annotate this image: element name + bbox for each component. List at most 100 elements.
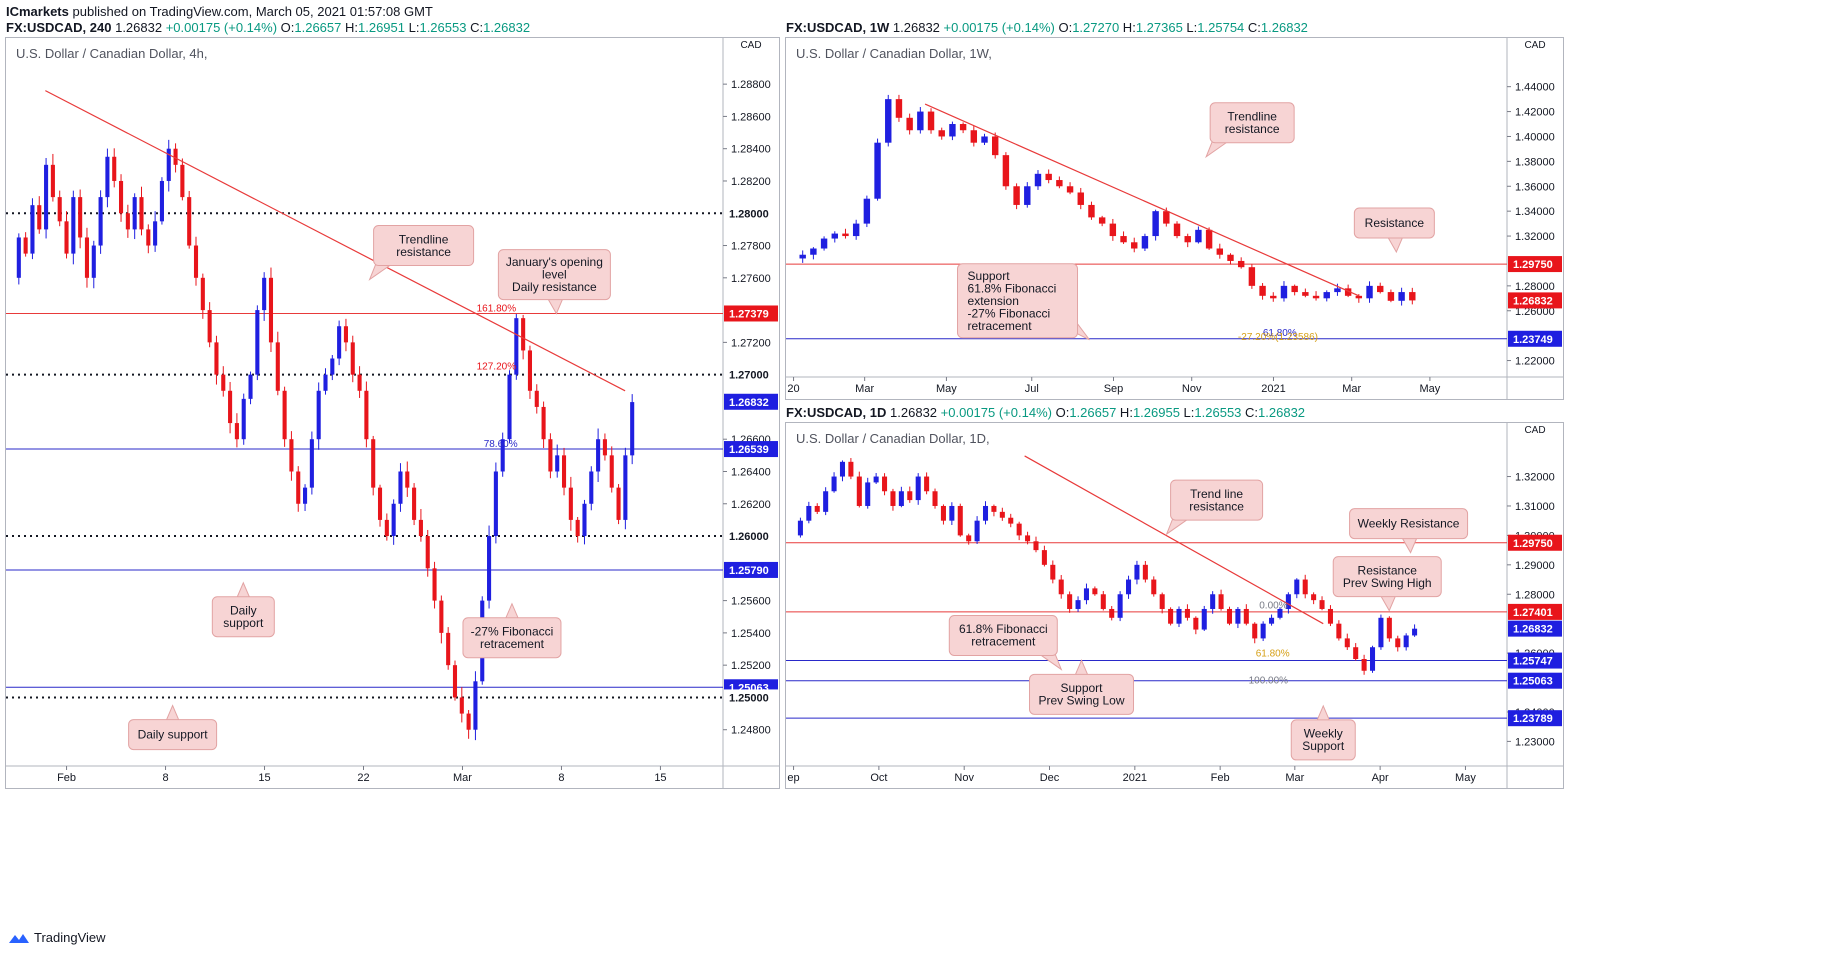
w1-candle	[1216, 248, 1224, 255]
h4-candle	[446, 632, 451, 666]
h4-fib-label: 161.80%	[477, 303, 517, 314]
h4-candle	[459, 697, 464, 714]
h4-candle	[500, 439, 505, 472]
publish-line: ICmarkets published on TradingView.com, …	[6, 4, 433, 19]
d1-trendline[interactable]	[1024, 455, 1324, 625]
h4-callout-text: retracement	[480, 637, 545, 651]
d1-price-tag	[1508, 710, 1562, 727]
h4-fib-label: 127.20%	[477, 361, 517, 372]
w1-chart-panel[interactable]: CAD 1.44000 1.42000 1.40000 1.38000 1.36000 1.…	[785, 37, 1564, 400]
h4-candle	[16, 237, 21, 278]
d1-candle	[1151, 579, 1157, 595]
h4-callout[interactable]: Daily support	[128, 704, 218, 751]
d1-candle	[1201, 608, 1207, 630]
w1-candle	[1098, 217, 1106, 224]
d1-callout-text: Support	[1060, 681, 1103, 695]
w1-price-tag-label: 1.29750	[1513, 259, 1553, 271]
h4-price-tag-label: 1.26832	[729, 397, 769, 409]
d1-y-tick-label: 1.32000	[1515, 472, 1555, 484]
h4-callout-pointer	[547, 299, 563, 315]
h4-candle	[153, 221, 158, 246]
d1-candle	[1395, 638, 1401, 648]
w1-candle	[863, 198, 871, 224]
d1-last: 1.26832	[890, 405, 938, 420]
d1-symbol: FX:USDCAD, 1D	[786, 405, 887, 420]
w1-x-tick-label: 20	[787, 383, 799, 395]
w1-callout[interactable]: Resistance	[1353, 207, 1435, 254]
h4-price-tag	[724, 528, 778, 545]
h4-candle	[303, 487, 308, 504]
w1-chart[interactable]: CAD 1.44000 1.42000 1.40000 1.38000 1.36000 1.…	[786, 38, 1563, 399]
d1-candle	[1218, 594, 1224, 609]
w1-x-tick-label: Mar	[855, 383, 874, 395]
d1-callout[interactable]: Weekly Resistance	[1349, 508, 1469, 554]
w1-y-tick-label: 1.26000	[1515, 306, 1555, 318]
d1-candle	[1184, 608, 1190, 618]
h4-candle	[282, 390, 287, 440]
w1-high: 1.27365	[1135, 20, 1183, 35]
d1-price-tag-label: 1.29750	[1513, 538, 1553, 550]
h4-change: +0.00175 (+0.14%)	[165, 20, 278, 35]
d1-candle	[1302, 579, 1308, 595]
h4-candle	[173, 148, 178, 165]
d1-chart[interactable]: CAD1.320001.310001.300001.290001.280001.…	[786, 423, 1563, 788]
w1-candle	[874, 142, 881, 199]
h4-candle	[221, 374, 226, 391]
d1-candle	[873, 476, 879, 483]
h4-candle	[214, 342, 219, 375]
w1-candle	[1163, 211, 1170, 224]
h4-trendline[interactable]	[45, 90, 626, 392]
h4-candle	[262, 277, 267, 311]
w1-trendline[interactable]	[924, 103, 1360, 297]
d1-candle	[1361, 659, 1367, 671]
h4-y-tick-label: 1.27800	[731, 241, 771, 253]
d1-candle	[1109, 608, 1115, 618]
w1-candle	[1109, 223, 1117, 237]
w1-y-tick-label: 1.40000	[1515, 131, 1555, 143]
h4-candle	[487, 536, 492, 601]
d1-low: 1.26553	[1194, 405, 1242, 420]
h4-candle	[555, 455, 560, 472]
h4-last: 1.26832	[115, 20, 163, 35]
h4-candle	[371, 439, 376, 488]
w1-open: 1.27270	[1072, 20, 1120, 35]
w1-callout-pointer	[1387, 237, 1403, 254]
h4-chart[interactable]: CAD 1.28800 1.28600 1.28400 1.28200 1.27800 1.…	[6, 38, 779, 788]
d1-candle	[1285, 594, 1291, 609]
h4-candle	[71, 197, 76, 254]
d1-callout-text: Weekly	[1304, 727, 1343, 741]
h4-y-tick-label: 1.25600	[731, 596, 771, 608]
d1-callout-pointer	[1075, 659, 1088, 675]
w1-candle	[1387, 292, 1395, 301]
w1-candle	[1088, 204, 1095, 218]
h4-high: 1.26951	[358, 20, 405, 35]
w1-callout-box	[1209, 102, 1295, 144]
w1-currency-label: CAD	[1524, 40, 1545, 51]
h4-candle	[391, 503, 396, 537]
w1-callout-text: Resistance	[1365, 216, 1425, 230]
d1-candle	[949, 505, 955, 521]
w1-candle	[1312, 295, 1320, 299]
w1-candle	[1366, 285, 1373, 299]
d1-chart-panel[interactable]: CAD1.320001.310001.300001.290001.280001.…	[785, 422, 1564, 789]
h4-callout-text: level	[542, 268, 567, 282]
d1-price-tag	[1508, 534, 1562, 551]
h4-candle	[527, 350, 533, 391]
h4-chart-panel[interactable]: CAD 1.28800 1.28600 1.28400 1.28200 1.27800 1.…	[5, 37, 780, 789]
h4-price-tag-label: 1.25790	[729, 565, 769, 577]
w1-candle	[1024, 186, 1031, 205]
h4-candle	[514, 318, 519, 375]
w1-candle	[1056, 180, 1063, 187]
tradingview-logo[interactable]: TradingView	[8, 930, 106, 945]
